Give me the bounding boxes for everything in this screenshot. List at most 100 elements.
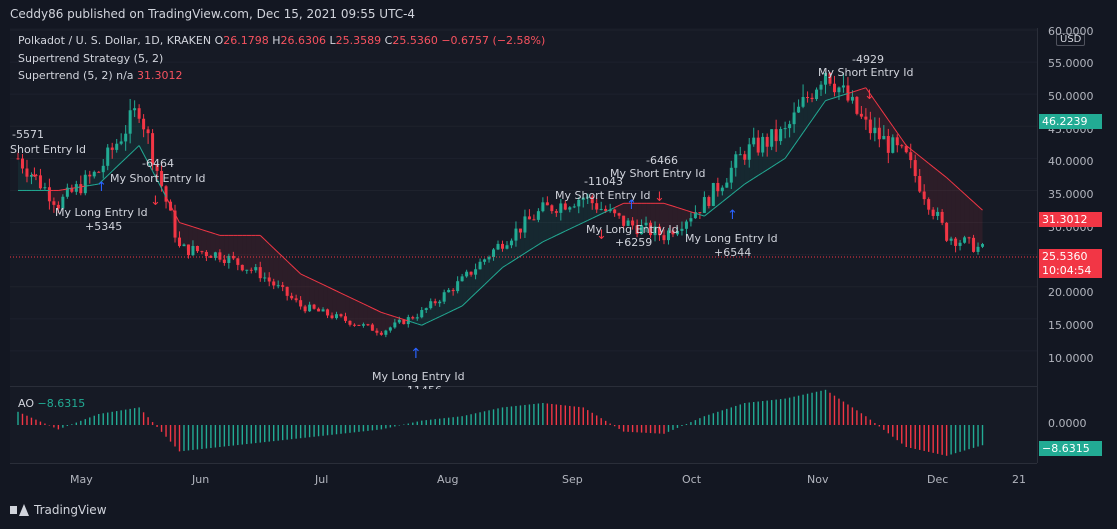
- candle-body: [868, 119, 872, 134]
- candle-body: [734, 154, 738, 168]
- supertrend-segment: [699, 214, 705, 217]
- supertrend-fill-segment: [323, 284, 328, 316]
- supertrend-segment: [780, 157, 786, 162]
- candle-body: [622, 215, 626, 226]
- supertrend-segment: [560, 230, 566, 234]
- candle-body: [52, 201, 56, 205]
- supertrend-segment: [524, 249, 530, 254]
- supertrend-fill-segment: [22, 168, 27, 191]
- short-arrow-icon: ↓: [29, 166, 40, 181]
- close-value: 25.5360: [392, 34, 438, 47]
- legend-ao[interactable]: AO −8.6315: [18, 397, 86, 410]
- candle-body: [492, 249, 496, 258]
- candle-body: [352, 324, 356, 326]
- candle-body: [882, 136, 886, 140]
- legend-strategy[interactable]: Supertrend Strategy (5, 2): [18, 52, 164, 65]
- supertrend-fill-segment: [31, 175, 36, 191]
- supertrend-segment: [600, 211, 606, 215]
- candle-body: [801, 97, 805, 107]
- candle-body: [981, 244, 985, 247]
- pane-separator[interactable]: [10, 386, 1037, 387]
- candle-body: [142, 118, 146, 130]
- currency-label[interactable]: USD: [1056, 33, 1086, 46]
- supertrend-segment: [295, 269, 301, 275]
- candle-body: [707, 197, 711, 206]
- supertrend-fill-segment: [412, 317, 418, 324]
- candle-body: [151, 133, 155, 165]
- supertrend-segment: [192, 226, 198, 229]
- supertrend-segment: [937, 170, 943, 175]
- candle-body: [70, 187, 74, 192]
- candle-body: [716, 182, 720, 192]
- chart-canvas[interactable]: [10, 28, 1037, 463]
- supertrend-fill-segment: [309, 278, 315, 309]
- supertrend-segment: [739, 183, 746, 188]
- candle-body: [29, 175, 33, 177]
- annotation: My Long Entry Id: [685, 232, 778, 245]
- ao-histogram: [17, 389, 984, 456]
- supertrend-segment: [722, 197, 728, 203]
- candle-body: [635, 225, 639, 235]
- candle-body: [200, 251, 204, 253]
- supertrend-fill-segment: [471, 269, 476, 298]
- candle-body: [119, 141, 123, 144]
- candle-body: [859, 113, 863, 117]
- candle-body: [774, 129, 778, 142]
- legend-supertrend[interactable]: Supertrend (5, 2) n/a 31.3012: [18, 69, 183, 82]
- supertrend-segment: [533, 244, 539, 248]
- candle-body: [590, 196, 594, 204]
- supertrend-segment: [58, 189, 63, 191]
- supertrend-segment: [695, 212, 701, 216]
- candle-body: [509, 240, 513, 246]
- supertrend-segment: [807, 119, 813, 127]
- candle-body: [411, 317, 415, 319]
- tradingview-logo[interactable]: TradingView: [10, 503, 107, 517]
- supertrend-fill-segment: [601, 208, 606, 214]
- supertrend-segment: [959, 189, 965, 195]
- supertrend-fill-segment: [592, 203, 597, 219]
- candle-body: [115, 143, 119, 150]
- candle-body: [545, 202, 549, 206]
- supertrend-segment: [304, 275, 310, 279]
- candle-body: [927, 199, 931, 210]
- time-axis[interactable]: May Jun Jul Aug Sep Oct Nov Dec 21: [10, 463, 1037, 496]
- supertrend-fill-segment: [269, 243, 274, 286]
- time-tick: Nov: [807, 473, 829, 486]
- candle-body: [963, 237, 967, 243]
- supertrend-segment: [923, 159, 929, 164]
- supertrend-segment: [964, 193, 970, 199]
- candle-body: [725, 182, 729, 188]
- candle-body: [195, 245, 199, 252]
- supertrend-fill-segment: [201, 229, 207, 257]
- candle-body: [599, 208, 603, 210]
- candle-body: [379, 332, 383, 335]
- candle-body: [536, 211, 540, 220]
- supertrend-fill-segment: [376, 310, 382, 335]
- candle-body: [640, 225, 644, 235]
- candle-body: [586, 196, 590, 198]
- candle-body: [433, 301, 437, 304]
- candle-body: [290, 295, 294, 299]
- supertrend-segment: [556, 232, 562, 236]
- chart-area[interactable]: Polkadot / U. S. Dollar, 1D, KRAKEN O26.…: [10, 28, 1037, 463]
- candle-body: [738, 154, 742, 156]
- candle-body: [837, 87, 841, 93]
- candle-body: [393, 322, 397, 328]
- supertrend-segment: [735, 187, 741, 192]
- supertrend-segment: [614, 204, 620, 209]
- candle-body: [819, 84, 823, 90]
- candle-body: [420, 310, 424, 318]
- candle-body: [339, 314, 343, 317]
- candle-body: [133, 108, 137, 111]
- price-tick: 20.0000: [1048, 286, 1094, 299]
- supertrend-fill-segment: [341, 293, 346, 321]
- supertrend-fill-segment: [381, 312, 386, 335]
- time-tick: May: [70, 473, 93, 486]
- candle-body: [56, 204, 60, 209]
- price-axis[interactable]: USD 60.0000 55.0000 50.0000 45.0000 40.0…: [1037, 25, 1117, 463]
- candle-body: [61, 196, 65, 209]
- supertrend-fill-segment: [354, 299, 359, 326]
- candle-body: [972, 237, 976, 252]
- high-value: 26.6306: [280, 34, 327, 47]
- candle-body: [451, 289, 455, 292]
